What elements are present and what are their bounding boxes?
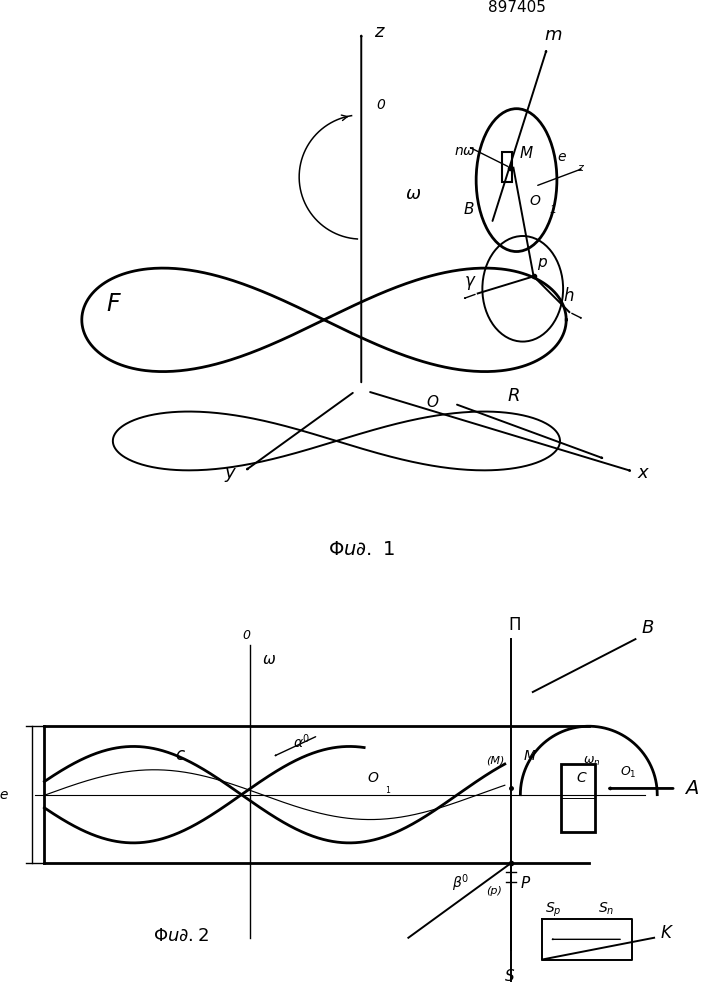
Text: z: z	[577, 163, 583, 173]
Text: $\omega$: $\omega$	[262, 652, 276, 667]
Text: $\omega$: $\omega$	[404, 185, 421, 203]
Text: F: F	[107, 292, 120, 316]
Text: $\beta^0$: $\beta^0$	[452, 872, 469, 894]
Text: C: C	[576, 771, 586, 785]
Text: (p): (p)	[486, 886, 502, 896]
Bar	[561, 764, 595, 832]
Text: 1: 1	[549, 205, 556, 215]
Text: O: O	[368, 771, 379, 785]
Text: B: B	[642, 619, 654, 637]
Text: 897405: 897405	[488, 0, 546, 15]
Text: (M): (M)	[486, 756, 505, 766]
Bar	[502, 152, 512, 182]
Text: $\alpha^0$: $\alpha^0$	[293, 732, 310, 751]
Text: $_1$: $_1$	[385, 784, 392, 797]
Text: A: A	[685, 779, 699, 798]
Text: m: m	[544, 26, 562, 44]
Text: 0: 0	[377, 98, 385, 112]
Text: R: R	[507, 387, 520, 405]
Text: O: O	[529, 194, 540, 208]
Text: P: P	[520, 876, 530, 891]
Text: S: S	[505, 969, 515, 984]
Text: M: M	[523, 749, 535, 763]
Text: n$\omega$: n$\omega$	[455, 144, 477, 158]
Text: M: M	[520, 146, 533, 161]
Text: $\Phi u\partial.~1$: $\Phi u\partial.~1$	[328, 540, 395, 559]
Text: h: h	[563, 287, 573, 305]
Text: y: y	[225, 464, 235, 482]
Text: S$_p$: S$_p$	[545, 901, 562, 919]
Text: e: e	[557, 150, 566, 164]
Text: $\Phi u\partial.2$: $\Phi u\partial.2$	[153, 927, 209, 945]
Text: S$_n$: S$_n$	[598, 901, 614, 917]
Text: $\gamma$: $\gamma$	[464, 274, 477, 292]
Text: $\Pi$: $\Pi$	[508, 616, 521, 634]
Text: 0: 0	[243, 629, 250, 642]
Text: z: z	[374, 23, 383, 41]
Text: p: p	[537, 255, 547, 270]
Text: 2e: 2e	[0, 788, 9, 802]
Text: O: O	[426, 395, 438, 410]
Text: $\omega_n$: $\omega_n$	[583, 755, 600, 768]
Text: B: B	[464, 202, 474, 217]
Text: O$_1$: O$_1$	[620, 765, 636, 780]
Text: c: c	[175, 746, 185, 764]
Text: x: x	[638, 464, 648, 482]
Text: K: K	[660, 924, 671, 942]
